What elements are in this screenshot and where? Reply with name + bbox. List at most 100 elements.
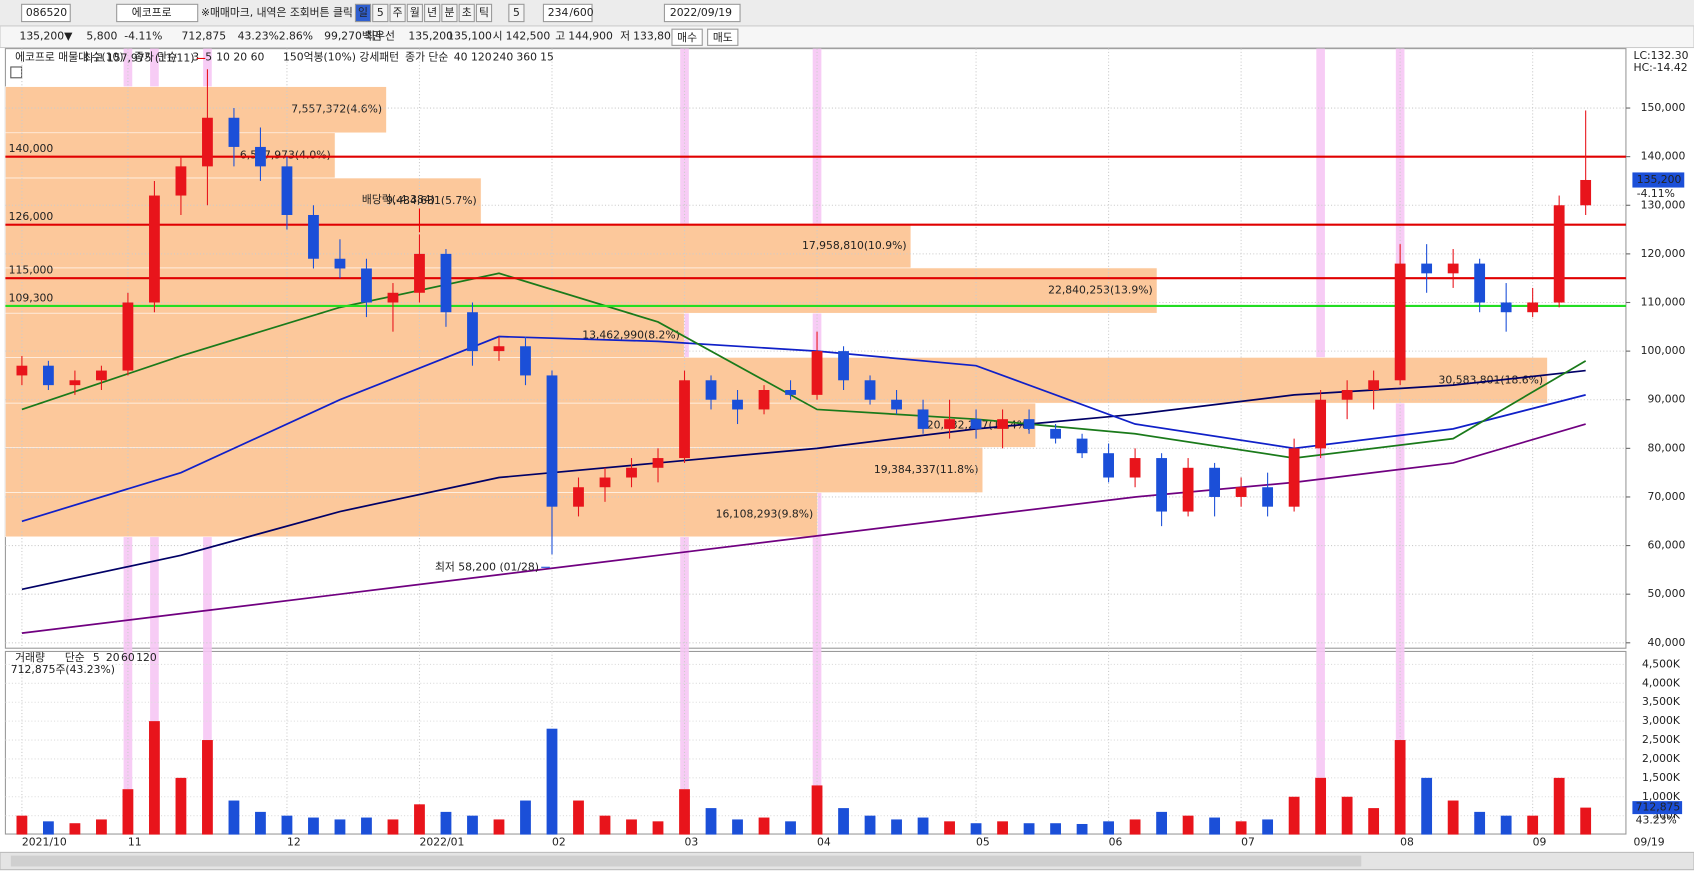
settings-icon[interactable] [10,66,23,79]
volume-profile-bar [5,312,685,358]
candle-body [546,375,558,507]
volume-bar [811,785,823,835]
quote-open: 142,500 [506,30,551,43]
x-tick-label: 11 [128,836,142,849]
legend-item: 5 [205,50,212,63]
scroll-thumb[interactable] [10,855,1362,867]
volume-tick-label: 1,500K [1642,771,1681,784]
moving-average [21,423,1586,634]
x-tick-label: 2022/01 [419,836,464,849]
candle-body [970,419,982,429]
x-end-label: 09/19 [1633,836,1664,849]
button[interactable] [21,3,71,23]
volume-bar [467,815,478,835]
y-tick-label: 80,000 [1648,441,1686,454]
volume-profile-label: 19,384,337(11.8%) [874,463,979,476]
volume-bar [1209,817,1221,835]
last-change-label: -4.11% [1637,187,1675,200]
candle-body [1156,458,1167,512]
price-level-label: 126,000 [9,210,54,223]
period-button[interactable] [424,3,441,23]
volume-profile-bar [5,447,984,493]
candle-body [493,346,505,352]
volume-profile-label: 16,108,293(9.8%) [716,508,814,521]
legend-item: 10 [216,50,230,63]
y-tick-label: 50,000 [1648,587,1686,600]
volume-bar [1500,815,1512,835]
y-tick-label: 70,000 [1648,490,1686,503]
legend-item: 120 [471,50,492,63]
period-button[interactable] [372,3,389,23]
button[interactable] [542,3,593,23]
quote-high-label: 고 [555,30,565,43]
volume-bar [520,800,531,835]
quote-high: 144,900 [568,30,613,43]
period-label: 5 [513,6,520,19]
candle-body [255,146,266,167]
period-button[interactable] [508,3,525,23]
volume-bar [838,808,849,835]
volume-profile-bar [5,223,912,269]
legend-item: 종가 단순 [134,50,177,63]
period-button[interactable] [441,3,458,23]
button[interactable] [671,28,703,46]
x-tick-label: 12 [287,836,301,849]
volume-legend-item: 60 [121,651,135,664]
candle-body [785,390,796,395]
toolbar-bg [0,0,1694,26]
period-button[interactable] [406,3,423,23]
candle-body [122,302,134,371]
low-annotation: 최저 58,200 (01/28) [435,560,539,573]
last-volume-tag [1632,801,1683,815]
volume-bar [1368,808,1380,835]
button[interactable] [663,3,741,23]
volume-bar [228,800,240,835]
candle-body [917,409,929,429]
volume-bar [1421,777,1433,835]
x-tick-label: 06 [1109,836,1123,849]
volume-profile-bar [5,177,482,225]
candle-body [1421,263,1433,274]
volume-tick-label: 1,000K [1642,790,1681,803]
dividend-annotation: 배당락(-4,384) [362,193,435,206]
button[interactable] [707,28,739,46]
volume-bar [891,819,902,835]
volume-bar [1182,815,1194,835]
volume-bar [970,823,982,835]
volume-bar [414,804,425,835]
x-tick-label: 05 [976,836,990,849]
volume-legend-item: 20 [106,651,120,664]
quote-bid: 135,100 [447,30,492,43]
stock-name: 에코프로 [132,6,172,19]
candle-body [573,487,584,507]
legend-item: 240 [493,50,514,63]
volume-bar [944,821,955,835]
y-tick-label: 110,000 [1641,295,1686,308]
period-button[interactable] [458,3,475,23]
quote-low: 133,800 [633,30,678,43]
notice: ※매매마크, 내역은 조회버튼 클릭 [201,6,353,19]
button[interactable] [116,3,199,23]
candle-body [626,467,637,478]
candle-body [281,166,293,215]
candle-body [202,117,213,167]
candle-body [414,253,425,293]
quote-volume: 712,875 [182,30,227,43]
period-button[interactable] [354,3,372,23]
volume-bar [308,817,319,835]
volume-bar [679,789,690,835]
period-label: 틱 [479,6,489,19]
candle-body [1182,467,1194,512]
candle-body [811,351,823,395]
candle-body [838,351,849,381]
candle-body [997,419,1008,429]
period-button[interactable] [389,3,406,23]
period-button[interactable] [475,3,493,23]
candle-body [1235,487,1247,497]
sell-button: 매도 [713,31,733,44]
volume-bar [281,815,293,835]
volume-bar [69,823,81,835]
stock-code: 086520 [26,6,67,19]
volume-bar [1341,796,1353,835]
